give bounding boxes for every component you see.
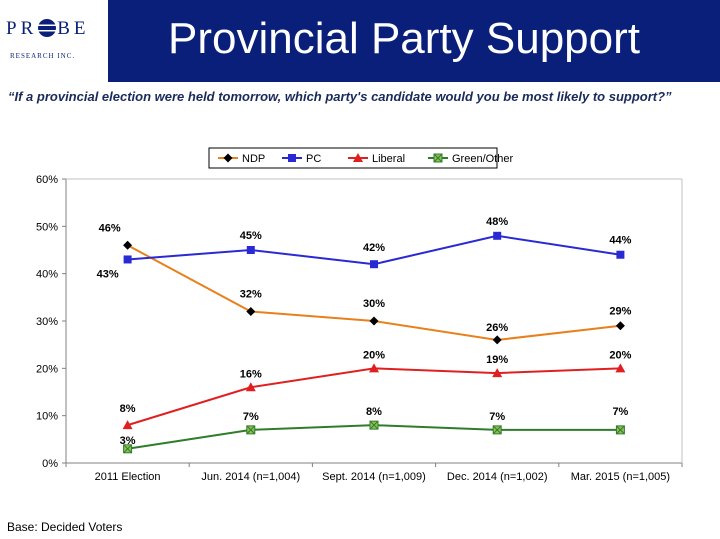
- y-tick-label: 10%: [36, 411, 58, 423]
- series-pc: 43% 45% 42% 48% 44%: [97, 216, 632, 281]
- legend-item: Green/Other: [428, 153, 513, 165]
- marker-cross: [369, 420, 379, 430]
- logo-letters-right: BE: [57, 18, 90, 39]
- data-point: [616, 250, 625, 259]
- chart-legend: NDP PC Liberal Green/Other: [208, 147, 513, 169]
- data-label: 48%: [486, 216, 508, 228]
- data-point: [370, 260, 378, 269]
- data-point: [123, 255, 132, 264]
- data-label: 20%: [609, 349, 631, 361]
- data-label: 8%: [120, 403, 136, 415]
- data-label: 29%: [609, 306, 631, 318]
- x-tick-label: Mar. 2015 (n=1,005): [571, 471, 670, 483]
- marker-cross: [492, 425, 502, 435]
- chart-series: 46% 32% 30% 26% 29% 43% 45% 42% 48% 44% 8% 16% 20% 19…: [97, 216, 632, 454]
- data-label: 7%: [489, 411, 505, 423]
- data-point: [615, 321, 625, 331]
- data-label: 16%: [240, 368, 262, 380]
- data-label: 19%: [486, 354, 508, 366]
- marker-cross: [246, 425, 256, 435]
- data-point: [246, 246, 255, 254]
- logo-subtitle: RESEARCH INC.: [10, 52, 76, 60]
- logo-globe-icon: [38, 19, 57, 37]
- marker-cross: [123, 444, 132, 454]
- data-point: [245, 382, 256, 392]
- data-point: [433, 153, 443, 163]
- y-tick-label: 30%: [36, 316, 58, 328]
- data-label: 8%: [366, 406, 382, 418]
- x-tick-label: Sept. 2014 (n=1,009): [322, 471, 426, 483]
- data-label: 20%: [363, 349, 385, 361]
- survey-question: “If a provincial election were held tomo…: [8, 89, 672, 104]
- data-point: [615, 425, 625, 435]
- y-tick-label: 40%: [36, 269, 58, 281]
- data-point: [353, 153, 363, 162]
- data-point: [615, 363, 626, 373]
- data-point: [493, 231, 502, 240]
- x-tick-label: Jun. 2014 (n=1,004): [201, 471, 300, 483]
- x-tick-label: Dec. 2014 (n=1,002): [447, 471, 548, 483]
- data-point: [369, 363, 379, 373]
- probe-logo: PR BE RESEARCH INC.: [0, 0, 108, 82]
- legend-label: Liberal: [372, 153, 405, 165]
- data-point: [123, 240, 133, 250]
- data-label: 7%: [612, 406, 628, 418]
- logo-letters-left: PR: [6, 18, 38, 39]
- logo-wordmark: PR BE: [6, 18, 90, 40]
- base-note: Base: Decided Voters: [7, 520, 123, 534]
- data-label: 42%: [363, 242, 385, 254]
- data-point: [288, 154, 296, 162]
- data-label: 3%: [120, 435, 136, 447]
- data-point: [123, 444, 133, 454]
- data-label: 43%: [97, 268, 119, 280]
- y-tick-label: 60%: [36, 174, 58, 186]
- legend-item: PC: [282, 153, 321, 165]
- legend-label: Green/Other: [452, 153, 513, 165]
- series-line: [127, 244, 621, 341]
- legend-item: NDP: [218, 153, 265, 165]
- data-label: 26%: [486, 322, 508, 334]
- y-tick-label: 0%: [42, 458, 58, 470]
- header-banner: PR BE RESEARCH INC. Provincial Party Supp…: [0, 0, 720, 82]
- series-ndp: 46% 32% 30% 26% 29%: [99, 222, 632, 345]
- data-point: [492, 425, 502, 435]
- legend-label: NDP: [242, 153, 265, 165]
- data-label: 45%: [240, 230, 262, 242]
- data-point: [492, 368, 503, 378]
- marker-cross: [616, 425, 625, 435]
- legend-label: PC: [306, 153, 321, 165]
- y-tick-label: 20%: [36, 363, 58, 375]
- data-point: [369, 420, 379, 430]
- x-tick-label: 2011 Election: [95, 471, 161, 483]
- series-liberal: 8% 16% 20% 19% 20%: [120, 349, 632, 430]
- marker-cross: [433, 153, 443, 163]
- series-green-other: 3% 7% 8% 7% 7%: [120, 406, 629, 454]
- data-point: [492, 335, 502, 345]
- page-title: Provincial Party Support: [168, 14, 640, 63]
- data-point: [246, 307, 256, 317]
- data-label: 30%: [363, 298, 385, 310]
- data-label: 32%: [240, 289, 262, 301]
- data-label: 7%: [243, 411, 259, 423]
- data-point: [223, 153, 233, 163]
- data-point: [369, 316, 379, 326]
- legend-item: Liberal: [348, 153, 405, 165]
- chart-axes: 0% 10% 20% 30% 40% 50% 60% 2011 Election Jun. 20…: [36, 174, 683, 483]
- data-label: 46%: [99, 222, 121, 234]
- data-point: [122, 420, 133, 430]
- y-tick-label: 50%: [36, 221, 58, 233]
- data-point: [246, 425, 256, 435]
- data-label: 44%: [609, 235, 631, 247]
